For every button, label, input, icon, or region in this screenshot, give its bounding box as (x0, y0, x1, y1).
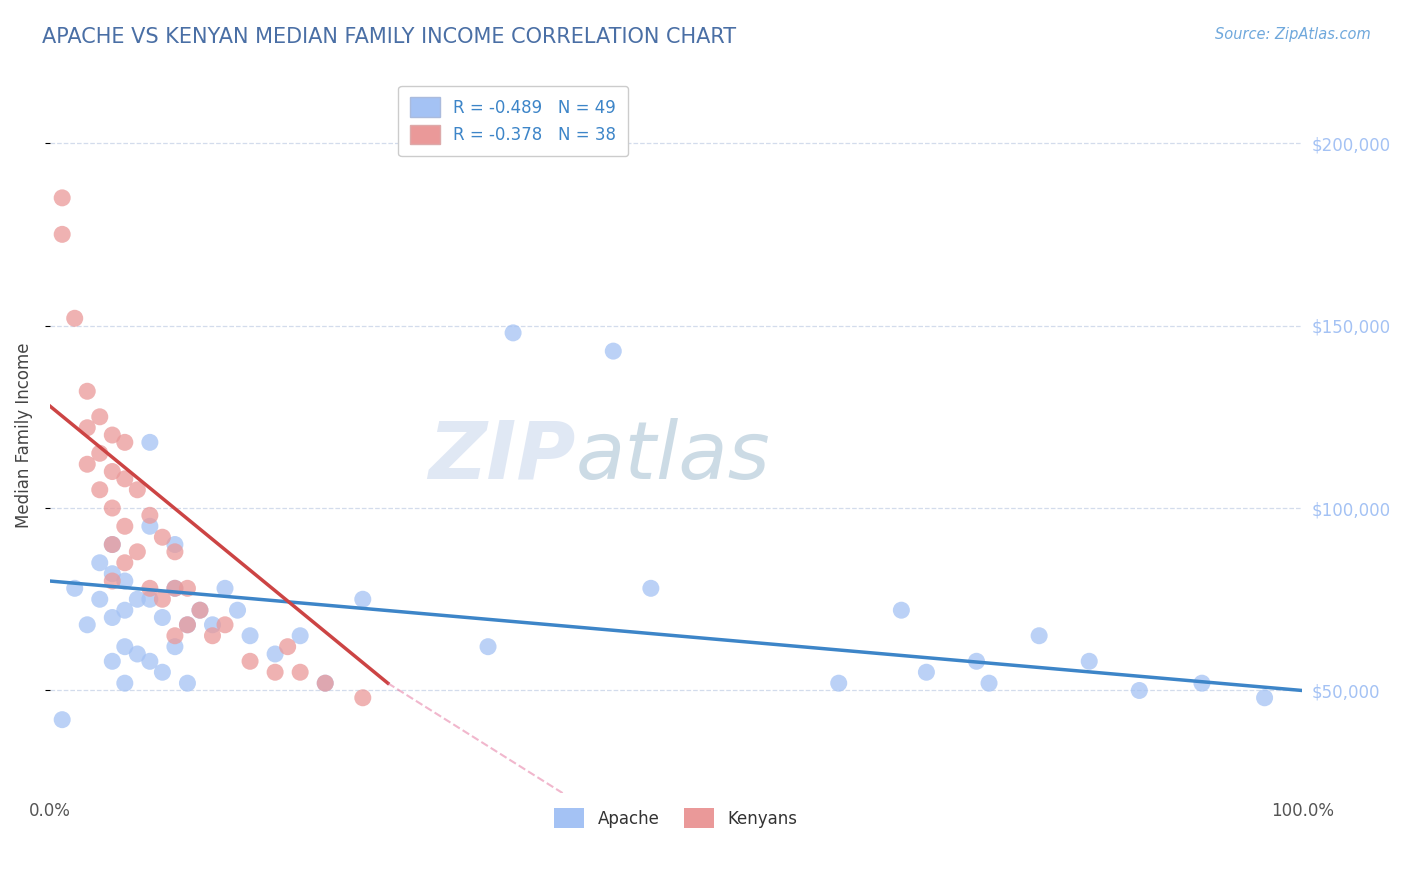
Point (101, 537, 124, 551)
Point (76, 617, 98, 632)
Point (101, 428, 124, 442)
Point (640, 582, 662, 596)
Point (163, 545, 186, 559)
Point (76, 384, 98, 399)
Point (828, 676, 851, 690)
Point (114, 435, 136, 450)
Point (139, 582, 162, 596)
Point (101, 501, 124, 516)
Point (163, 537, 186, 551)
Point (101, 465, 124, 479)
Point (127, 483, 149, 497)
Point (264, 647, 287, 661)
Point (288, 665, 311, 680)
Point (101, 654, 124, 668)
Point (239, 654, 262, 668)
Point (188, 603, 211, 617)
Point (114, 574, 136, 588)
Point (966, 654, 988, 668)
Point (89, 409, 111, 424)
Point (163, 629, 186, 643)
Point (352, 690, 374, 705)
Point (288, 629, 311, 643)
Point (89, 483, 111, 497)
Point (51, 191, 73, 205)
Point (176, 617, 198, 632)
Point (915, 665, 938, 680)
Point (101, 537, 124, 551)
Point (114, 556, 136, 570)
Point (139, 654, 162, 668)
Y-axis label: Median Family Income: Median Family Income (15, 343, 32, 528)
Point (139, 508, 162, 523)
Point (201, 617, 224, 632)
Point (89, 592, 111, 607)
Point (1253, 690, 1275, 705)
Text: APACHE VS KENYAN MEDIAN FAMILY INCOME CORRELATION CHART: APACHE VS KENYAN MEDIAN FAMILY INCOME CO… (42, 27, 737, 46)
Point (51, 713, 73, 727)
Point (150, 610, 173, 624)
Point (477, 640, 499, 654)
Point (314, 676, 336, 690)
Point (127, 592, 149, 607)
Legend: Apache, Kenyans: Apache, Kenyans (547, 802, 804, 834)
Point (139, 519, 162, 533)
Point (188, 603, 211, 617)
Point (89, 446, 111, 460)
Point (163, 640, 186, 654)
Point (76, 421, 98, 435)
Point (1078, 654, 1101, 668)
Point (101, 610, 124, 624)
Point (1191, 676, 1213, 690)
Point (76, 457, 98, 471)
Point (277, 640, 299, 654)
Point (89, 556, 111, 570)
Point (264, 665, 287, 680)
Point (114, 472, 136, 486)
Point (63, 311, 86, 326)
Point (150, 530, 173, 544)
Point (127, 647, 149, 661)
Point (127, 545, 149, 559)
Text: ZIP: ZIP (429, 417, 575, 495)
Point (1128, 683, 1150, 698)
Text: atlas: atlas (575, 417, 770, 495)
Point (602, 344, 624, 359)
Text: Source: ZipAtlas.com: Source: ZipAtlas.com (1215, 27, 1371, 42)
Point (163, 582, 186, 596)
Point (226, 603, 249, 617)
Point (239, 629, 262, 643)
Point (176, 676, 198, 690)
Point (101, 566, 124, 581)
Point (163, 582, 186, 596)
Point (139, 435, 162, 450)
Point (63, 582, 86, 596)
Point (114, 603, 136, 617)
Point (502, 326, 524, 340)
Point (214, 582, 236, 596)
Point (214, 617, 236, 632)
Point (114, 676, 136, 690)
Point (1028, 629, 1050, 643)
Point (176, 617, 198, 632)
Point (139, 592, 162, 607)
Point (51, 227, 73, 242)
Point (114, 640, 136, 654)
Point (890, 603, 912, 617)
Point (977, 676, 1000, 690)
Point (352, 592, 374, 607)
Point (150, 592, 173, 607)
Point (150, 665, 173, 680)
Point (114, 519, 136, 533)
Point (176, 582, 198, 596)
Point (201, 629, 224, 643)
Point (314, 676, 336, 690)
Point (101, 574, 124, 588)
